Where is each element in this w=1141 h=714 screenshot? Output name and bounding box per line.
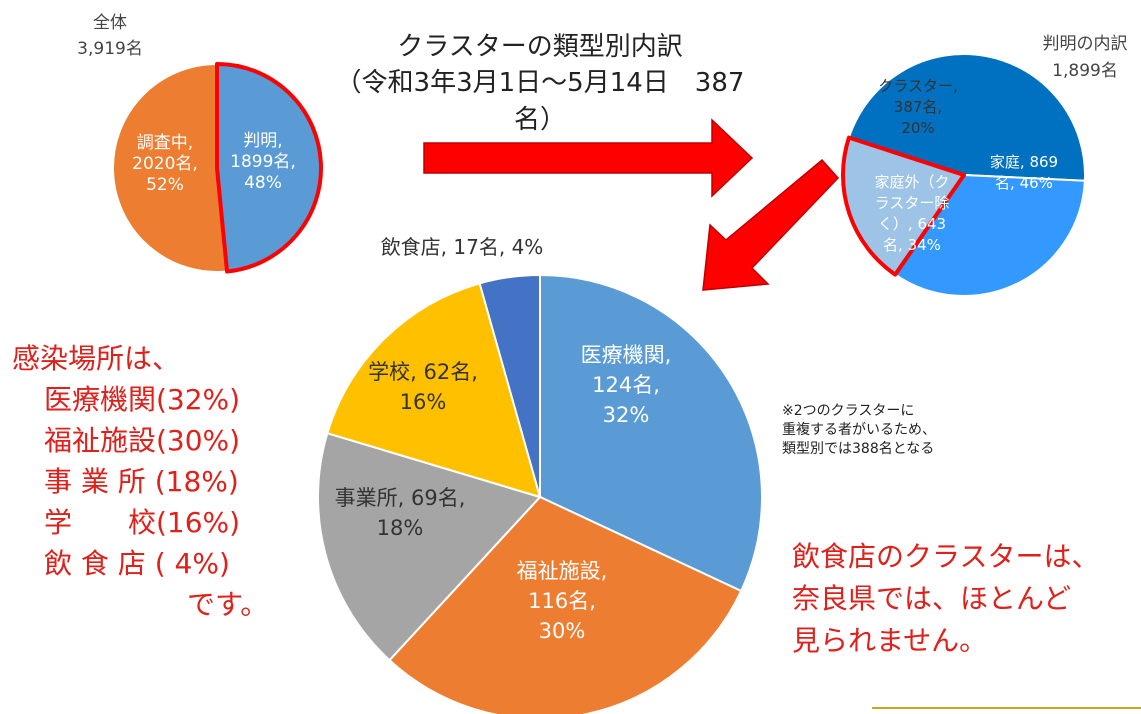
pie2-label-line: 家庭, 869 [990,153,1058,171]
left-note-line: です。 [187,588,269,621]
pie3-label-line: 16% [400,390,447,414]
pie3-label-line: 124名, [592,373,660,397]
pie2-label-line: 名, 46% [995,174,1053,192]
right-note-line: 飲食店のクラスターは、 [792,540,1100,573]
footnote: ※2つのクラスターに 重複する者がいるため、 類型別では388名となる [782,402,936,459]
pie1-label-line: 1899名, [230,152,296,172]
left-note-line: 飲 食 店 ( 4%) [44,547,230,580]
pie1-highlight-outline [215,62,323,274]
right-note-line: 奈良県では、ほとんど [792,582,1072,615]
pie3-label-2: 事業所, 69名, 18% [335,486,466,540]
pie1-label-1: 調査中, 2020名, 52% [132,133,198,195]
chart-subtitle: （令和3年3月1日～5月14日 387名） [335,68,745,135]
pie2-label-1: 家庭外（クラスター除く）, 643 名, 34% [874,173,949,254]
pie2-header: 判明の内訳 [1042,34,1128,54]
right-note: 飲食店のクラスターは、 奈良県では、ほとんど 見られません。 [792,536,1099,662]
pie1-label-line: 52% [146,175,184,195]
pie1-total: 3,919名 [77,39,143,59]
pie3-slice-3 [326,282,542,499]
pie3-label-line: 32% [603,403,650,427]
pie2-slice-0 [847,53,1086,182]
pie3-slice-2 [317,431,542,662]
pie2-label-line: ラスター除 [875,194,950,212]
pie1-header: 全体 [93,13,127,33]
pie3-label-line: 116名, [528,589,596,613]
pie3-label-3: 学校, 62名, 16% [368,360,478,414]
left-note-line: 福祉施設(30%) [44,424,241,457]
pie2-label-line: 名, 34% [883,236,941,254]
chart-title: クラスターの類型別内訳 [397,32,683,62]
pie2-highlight-outline [841,135,966,277]
pie2-label-line: 20% [901,119,934,137]
pie3-label-line: 福祉施設, [517,559,608,583]
pie1-slice-1 [112,62,229,273]
pie1-label-line: 2020名, [132,154,198,174]
pie2-label-line: 387名, [894,98,942,116]
pie2-total: 1,899名 [1052,61,1118,81]
down-left-arrow [702,158,840,291]
pie2-label-line: く）, 643 [878,215,946,233]
pie3-label-line: 事業所, 69名, [335,486,466,510]
pie3-label-0: 医療機関, 124名, 32% [581,343,672,427]
pie3-slice-0 [539,273,763,593]
pie3-label-line: 医療機関, [581,343,672,367]
footnote-line: ※2つのクラスターに [782,403,915,419]
pie2-slice-1 [893,173,1086,297]
footnote-line: 類型別では388名となる [782,441,935,457]
pie2-label-2: クラスター, 387名, 20% [878,77,957,137]
pie2-label-line: クラスター, [878,77,957,95]
left-note-line: 感染場所は、 [12,342,181,375]
pie1-label-line: 調査中, [137,133,193,153]
pie3-label-line: 30% [539,619,586,643]
left-note: 感染場所は、 医療機関(32%) 福祉施設(30%) 事 業 所 (18%) 学… [12,338,268,625]
pie1-label-0: 判明, 1899名, 48% [230,131,296,193]
bottom-accent-line [872,707,1141,709]
pie3-slice-1 [388,495,743,714]
footnote-line: 重複する者がいるため、 [782,422,936,438]
left-note-line: 学 校(16%) [44,506,241,539]
pie2-label-line: 家庭外（ク [874,173,949,191]
pie3-slice-4 [478,273,541,498]
right-arrow [423,118,754,198]
left-note-line: 事 業 所 (18%) [44,465,239,498]
pie3-label-line: 18% [377,516,424,540]
pie1-label-line: 48% [244,173,282,193]
pie3-label-1: 福祉施設, 116名, 30% [517,559,608,643]
pie3-label-4: 飲食店, 17名, 4% [381,235,544,259]
right-note-line: 見られません。 [792,624,988,657]
left-note-line: 医療機関(32%) [44,383,241,416]
pie3-label-line: 学校, 62名, [368,360,478,384]
pie1-label-line: 判明, [243,131,282,151]
pie2-label-0: 家庭, 869 名, 46% [990,153,1058,192]
